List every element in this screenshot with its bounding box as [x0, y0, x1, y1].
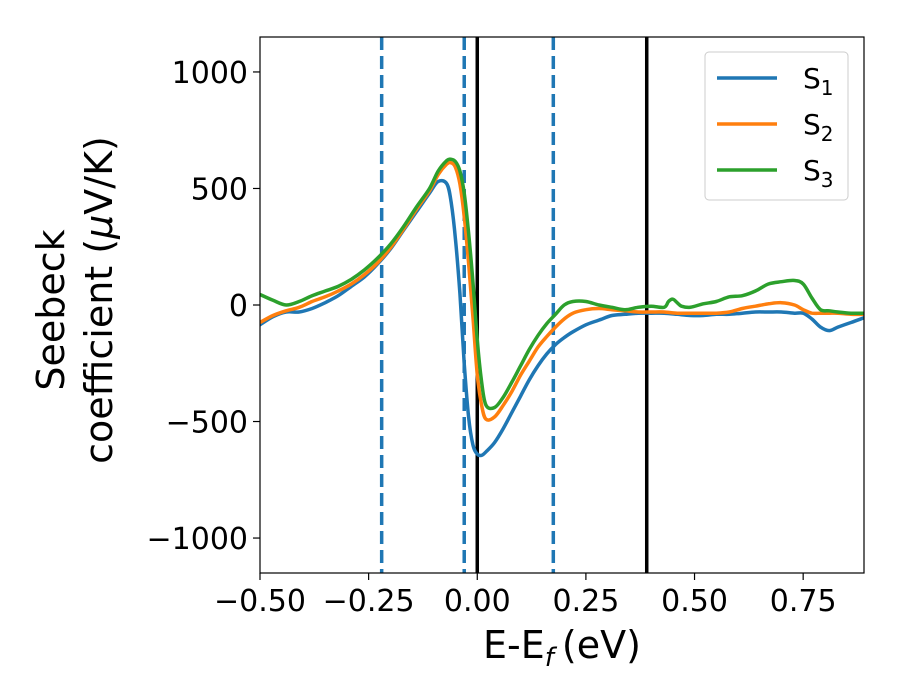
y-tick-label: −1000	[147, 522, 248, 557]
series-lines	[260, 157, 864, 458]
y-tick-label: 500	[191, 172, 248, 207]
y-axis-title-mu: μ	[77, 215, 121, 240]
legend-box	[704, 51, 849, 201]
x-tick-label: −0.50	[214, 584, 306, 619]
x-axis-title-unit: (eV)	[562, 623, 641, 667]
x-tick-label: 0.75	[770, 584, 837, 619]
y-axis-title-unit: V/K)	[77, 136, 121, 215]
x-axis: −0.50 −0.25 0.00 0.25 0.50 0.75	[214, 573, 837, 619]
y-tick-label: −500	[166, 406, 248, 441]
series-line-s1	[260, 178, 864, 458]
y-axis: −1000 −500 0 500 1000	[147, 56, 260, 557]
vertical-lines	[379, 37, 649, 573]
x-tick-label: −0.25	[323, 584, 415, 619]
legend-label-s3: S3	[803, 154, 834, 192]
legend-label-s1: S1	[803, 62, 834, 100]
x-axis-title: E-Ef (eV)	[483, 623, 641, 673]
legend-label-s2: S2	[803, 108, 834, 146]
legend: S1 S2 S3	[704, 51, 849, 201]
x-tick-label: 0.25	[553, 584, 620, 619]
y-axis-title-line1: Seebeck	[29, 229, 73, 390]
series-line-s2	[260, 160, 864, 422]
x-axis-title-subscript: f	[545, 643, 558, 673]
x-tick-label: 0.50	[661, 584, 728, 619]
x-tick-label: 0.00	[444, 584, 511, 619]
y-axis-title-line2: coefficient (μV/K)	[77, 136, 121, 464]
y-tick-label: 0	[229, 289, 248, 324]
y-tick-label: 1000	[172, 56, 248, 91]
series-line-s3	[260, 157, 864, 411]
